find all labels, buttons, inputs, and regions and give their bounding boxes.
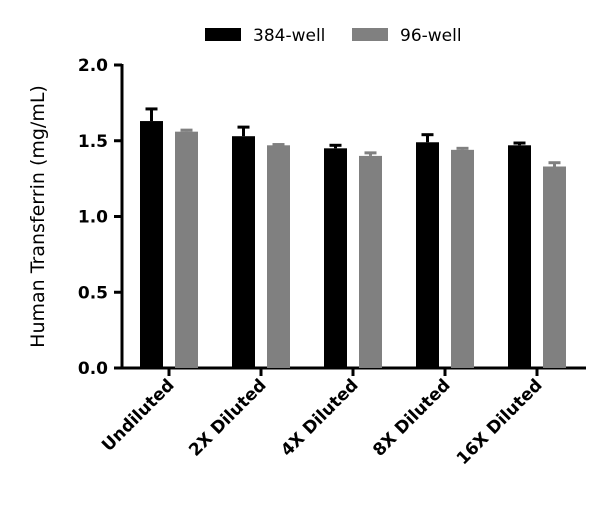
y-tick-label: 1.0 bbox=[78, 208, 108, 228]
bar-384-well bbox=[140, 121, 163, 369]
y-tick-label: 2.0 bbox=[78, 56, 108, 76]
legend-swatch bbox=[205, 28, 241, 41]
legend-swatch bbox=[352, 28, 388, 41]
bar-96-well bbox=[543, 166, 566, 368]
legend-label: 96-well bbox=[400, 26, 462, 46]
bar-384-well bbox=[232, 136, 255, 368]
x-tick-label: 8X Diluted bbox=[369, 375, 454, 460]
x-tick-label: Undiluted bbox=[98, 375, 178, 455]
y-axis-label: Human Transferrin (mg/mL) bbox=[27, 85, 49, 348]
y-tick-label: 0.0 bbox=[78, 359, 108, 379]
y-tick-label: 1.5 bbox=[78, 132, 108, 152]
bar-384-well bbox=[508, 145, 531, 368]
x-tick-label: 16X Diluted bbox=[453, 375, 547, 469]
bar-96-well bbox=[451, 149, 474, 368]
bar-384-well bbox=[416, 142, 439, 368]
y-tick-label: 0.5 bbox=[78, 283, 108, 303]
legend-label: 384-well bbox=[253, 26, 325, 46]
x-tick-label: 4X Diluted bbox=[277, 375, 362, 460]
bar-96-well bbox=[175, 131, 198, 368]
bar-384-well bbox=[324, 148, 347, 368]
bar-96-well bbox=[359, 155, 382, 368]
x-tick-label: 2X Diluted bbox=[185, 375, 270, 460]
bar-96-well bbox=[267, 145, 290, 368]
